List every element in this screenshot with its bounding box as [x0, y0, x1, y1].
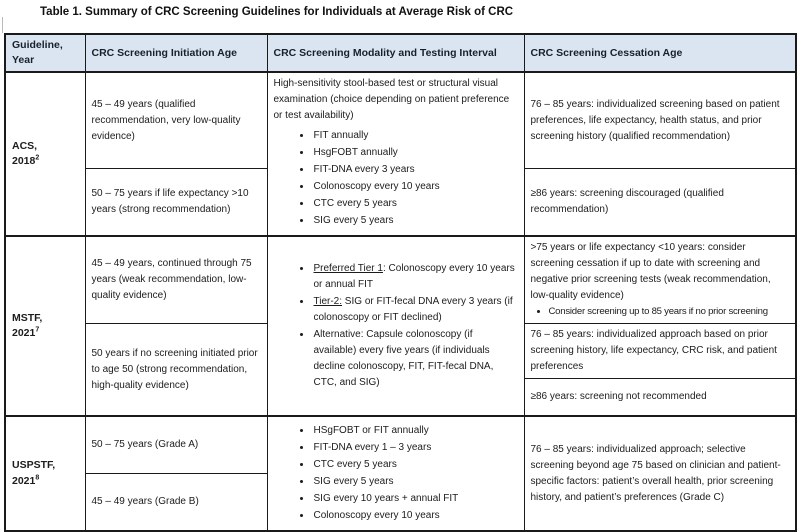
header-guideline-year: Guideline, Year	[4, 33, 86, 73]
header-cessation-age: CRC Screening Cessation Age	[523, 33, 797, 73]
modality-bullet-list: FIT annually HsgFOBT annually FIT-DNA ev…	[274, 128, 518, 229]
guideline-year: 2021	[12, 474, 36, 487]
cessation-cell: ≥86 years: screening not recommended	[523, 377, 797, 417]
cessation-cell: 76 – 85 years: individualized screening …	[523, 71, 797, 170]
modality-cell: High-sensitivity stool-based test or str…	[266, 71, 525, 237]
modality-cell: Preferred Tier 1: Colonoscopy every 10 y…	[266, 235, 525, 417]
underlined-tier-label: Tier-2:	[313, 296, 343, 308]
header-initiation-age: CRC Screening Initiation Age	[84, 33, 268, 73]
initiation-cell: 45 – 49 years, continued through 75 year…	[84, 235, 268, 324]
reference-superscript: 7	[35, 326, 40, 334]
table-row: ≥86 years: screening not recommended	[5, 377, 797, 417]
cessation-text: >75 years or life expectancy <10 years: …	[530, 242, 771, 302]
guideline-org: ACS,	[12, 139, 38, 152]
bullet-item: FIT-DNA every 1 – 3 years	[312, 440, 518, 456]
bullet-item: CTC every 5 years	[312, 457, 518, 473]
table-row: MSTF, 20217 45 – 49 years, continued thr…	[4, 235, 797, 417]
page-edge-artifact	[2, 17, 3, 33]
bullet-item: Tier-2: SIG or FIT-fecal DNA every 3 yea…	[312, 294, 518, 326]
cessation-bullet-list: Consider screening up to 85 years if no …	[531, 304, 790, 319]
bullet-item: CTC every 5 years	[312, 196, 518, 212]
bullet-text: SIG or FIT-fecal DNA every 3 years (if c…	[313, 296, 513, 324]
initiation-cell: 50 years if no screening initiated prior…	[84, 322, 268, 417]
initiation-cell: 45 – 49 years (qualified recommendation,…	[84, 71, 268, 170]
bullet-item: SIG every 10 years + annual FIT	[312, 491, 518, 507]
reference-superscript: 8	[35, 474, 40, 482]
modality-intro: High-sensitivity stool-based test or str…	[273, 78, 510, 122]
bullet-text: Alternative: Capsule colonoscopy (if ava…	[313, 329, 494, 389]
guideline-cell-mstf: MSTF, 20217	[4, 235, 86, 417]
guideline-year: 2021	[12, 327, 36, 340]
guideline-year: 2018	[12, 155, 36, 168]
guideline-org: USPSTF,	[12, 459, 56, 472]
bullet-item: SIG every 5 years	[312, 474, 518, 490]
table-title: Table 1. Summary of CRC Screening Guidel…	[40, 6, 514, 18]
guideline-cell-uspstf: USPSTF, 20218	[4, 415, 86, 532]
bullet-item: HSgFOBT or FIT annually	[312, 423, 518, 439]
bullet-item: HsgFOBT annually	[312, 145, 518, 161]
bullet-item: FIT annually	[312, 128, 518, 144]
crc-guidelines-table: Guideline, Year CRC Screening Initiation…	[4, 33, 797, 532]
underlined-tier-label: Preferred Tier 1	[313, 263, 383, 275]
guideline-org: MSTF,	[12, 311, 43, 324]
bullet-item: SIG every 5 years	[312, 213, 518, 229]
cessation-cell: ≥86 years: screening discouraged (qualif…	[523, 168, 797, 237]
bullet-item: Colonoscopy every 10 years	[312, 179, 518, 195]
cessation-cell: >75 years or life expectancy <10 years: …	[523, 235, 797, 324]
bullet-item: Consider screening up to 85 years if no …	[549, 304, 790, 319]
bullet-item: Colonoscopy every 10 years	[312, 508, 518, 524]
bullet-item: Preferred Tier 1: Colonoscopy every 10 y…	[312, 261, 518, 293]
table-row: 50 years if no screening initiated prior…	[5, 322, 797, 417]
bullet-item: Alternative: Capsule colonoscopy (if ava…	[312, 327, 518, 391]
reference-superscript: 2	[35, 154, 40, 162]
table-row: ACS, 20182 45 – 49 years (qualified reco…	[4, 71, 797, 237]
initiation-cell: 50 – 75 years if life expectancy >10 yea…	[84, 168, 268, 237]
initiation-cell: 45 – 49 years (Grade B)	[84, 473, 268, 532]
modality-bullet-list: Preferred Tier 1: Colonoscopy every 10 y…	[274, 261, 518, 391]
header-row: Guideline, Year CRC Screening Initiation…	[4, 33, 797, 73]
cessation-cell: 76 – 85 years: individualized approach; …	[523, 415, 797, 532]
modality-bullet-list: HSgFOBT or FIT annually FIT-DNA every 1 …	[274, 423, 518, 524]
initiation-cell: 50 – 75 years (Grade A)	[84, 415, 268, 475]
page: { "page": { "title": "Table 1. Summary o…	[0, 0, 800, 514]
bullet-item: FIT-DNA every 3 years	[312, 162, 518, 178]
table-row: 50 – 75 years if life expectancy >10 yea…	[5, 168, 797, 237]
table-row: USPSTF, 20218 50 – 75 years (Grade A) HS…	[4, 415, 797, 532]
bullet-text: : Colonoscopy every 10 years or annual F…	[313, 263, 515, 291]
modality-cell: HSgFOBT or FIT annually FIT-DNA every 1 …	[266, 415, 525, 532]
cessation-cell: 76 – 85 years: individualized approach b…	[523, 322, 797, 379]
header-modality-interval: CRC Screening Modality and Testing Inter…	[266, 33, 525, 73]
guideline-cell-acs: ACS, 20182	[4, 71, 86, 237]
